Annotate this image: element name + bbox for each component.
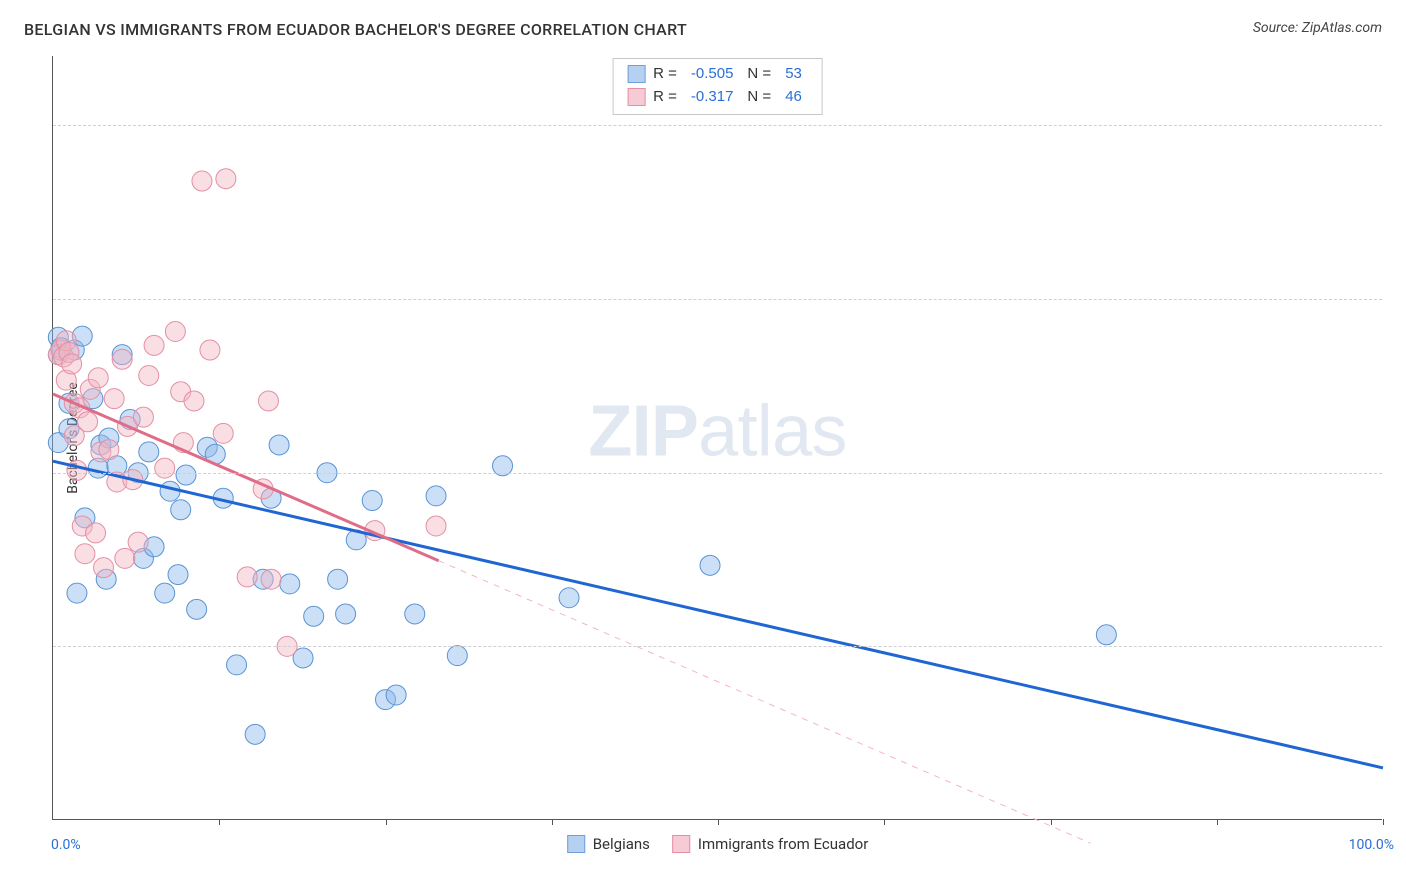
data-point-immigrants_ecuador (62, 354, 82, 374)
x-tick (219, 819, 220, 825)
data-point-immigrants_ecuador (88, 368, 108, 388)
data-point-immigrants_ecuador (78, 412, 98, 432)
data-point-belgians (171, 500, 191, 520)
legend-label-belgians: Belgians (593, 835, 650, 853)
data-point-immigrants_ecuador (75, 544, 95, 564)
data-point-belgians (168, 565, 188, 585)
stat-R-ecuador: -0.317 (685, 86, 740, 109)
stat-N-ecuador: 46 (779, 86, 808, 109)
legend-item-ecuador: Immigrants from Ecuador (672, 835, 868, 853)
x-tick (386, 819, 387, 825)
data-point-immigrants_ecuador (192, 171, 212, 191)
x-max-label: 100.0% (1349, 837, 1394, 853)
x-tick (1383, 819, 1384, 825)
chart-title: BELGIAN VS IMMIGRANTS FROM ECUADOR BACHE… (24, 20, 687, 39)
legend-stats-row-ecuador: R = -0.317 N = 46 (627, 86, 808, 109)
data-point-belgians (559, 588, 579, 608)
data-point-belgians (362, 491, 382, 511)
data-point-belgians (1096, 625, 1116, 645)
x-tick (718, 819, 719, 825)
data-point-immigrants_ecuador (426, 516, 446, 536)
data-point-immigrants_ecuador (99, 440, 119, 460)
data-point-immigrants_ecuador (261, 569, 281, 589)
data-point-belgians (386, 685, 406, 705)
data-point-immigrants_ecuador (94, 558, 114, 578)
data-point-immigrants_ecuador (184, 391, 204, 411)
data-point-immigrants_ecuador (213, 423, 233, 443)
data-point-immigrants_ecuador (67, 460, 87, 480)
data-point-immigrants_ecuador (216, 169, 236, 189)
gridline (53, 125, 1382, 126)
stat-N-label: N = (745, 86, 773, 109)
x-tick (884, 819, 885, 825)
data-point-immigrants_ecuador (155, 458, 175, 478)
data-point-belgians (187, 599, 207, 619)
data-point-belgians (155, 583, 175, 603)
trend-line (53, 461, 1383, 768)
source-attribution: Source: ZipAtlas.com (1253, 20, 1382, 36)
legend-stats: R = -0.505 N = 53 R = -0.317 N = 46 (612, 58, 823, 115)
data-point-immigrants_ecuador (86, 523, 106, 543)
data-point-belgians (700, 555, 720, 575)
data-point-belgians (139, 442, 159, 462)
data-point-immigrants_ecuador (139, 365, 159, 385)
data-point-belgians (176, 465, 196, 485)
data-point-immigrants_ecuador (144, 335, 164, 355)
legend-series: Belgians Immigrants from Ecuador (567, 835, 869, 853)
data-point-immigrants_ecuador (165, 322, 185, 342)
x-tick (1051, 819, 1052, 825)
data-point-immigrants_ecuador (200, 340, 220, 360)
data-point-belgians (336, 604, 356, 624)
data-point-belgians (245, 724, 265, 744)
stat-N-belgians: 53 (779, 63, 808, 86)
data-point-belgians (405, 604, 425, 624)
chart-frame: Bachelor's Degree ZIPatlas 0.0% 100.0% R… (52, 56, 1382, 820)
legend-label-ecuador: Immigrants from Ecuador (698, 835, 868, 853)
data-point-immigrants_ecuador (258, 391, 278, 411)
data-point-immigrants_ecuador (133, 407, 153, 427)
data-point-immigrants_ecuador (115, 548, 135, 568)
gridline (53, 299, 1382, 300)
swatch-blue-icon (627, 65, 645, 83)
data-point-belgians (304, 606, 324, 626)
data-point-immigrants_ecuador (112, 349, 132, 369)
data-point-immigrants_ecuador (237, 567, 257, 587)
gridline (53, 646, 1382, 647)
data-point-immigrants_ecuador (128, 532, 148, 552)
data-point-belgians (328, 569, 348, 589)
x-tick (1217, 819, 1218, 825)
stat-N-label: N = (745, 63, 773, 86)
legend-stats-row-belgians: R = -0.505 N = 53 (627, 63, 808, 86)
stat-R-belgians: -0.505 (685, 63, 740, 86)
data-point-belgians (447, 646, 467, 666)
data-point-immigrants_ecuador (104, 389, 124, 409)
data-point-belgians (280, 574, 300, 594)
data-point-belgians (426, 486, 446, 506)
gridline (53, 473, 1382, 474)
stat-R-label: R = (651, 63, 679, 86)
x-tick (552, 819, 553, 825)
swatch-blue-icon (567, 835, 585, 853)
trend-line (439, 561, 1091, 843)
data-point-belgians (227, 655, 247, 675)
legend-item-belgians: Belgians (567, 835, 650, 853)
swatch-pink-icon (627, 88, 645, 106)
swatch-pink-icon (672, 835, 690, 853)
x-min-label: 0.0% (51, 837, 81, 853)
chart-plot-svg (53, 56, 1382, 819)
data-point-belgians (67, 583, 87, 603)
stat-R-label: R = (651, 86, 679, 109)
data-point-belgians (269, 435, 289, 455)
